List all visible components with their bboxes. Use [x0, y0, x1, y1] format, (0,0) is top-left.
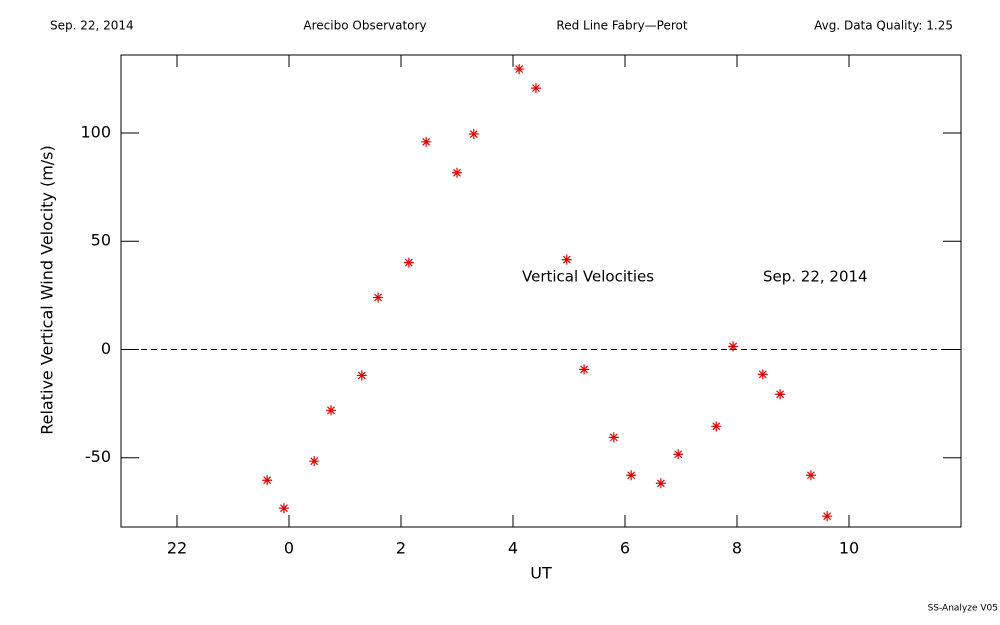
y-tick-label: 50 [91, 231, 111, 250]
point [468, 129, 479, 140]
point [822, 511, 833, 522]
point [673, 449, 684, 460]
x-tick-label: 4 [508, 539, 518, 558]
header-instrument: Red Line Fabry—Perot [556, 19, 687, 33]
point [278, 503, 289, 514]
plot-frame [120, 54, 962, 528]
point [711, 421, 722, 432]
x-tick-label: 6 [620, 539, 630, 558]
y-tick-label: 0 [101, 339, 111, 358]
point [452, 167, 462, 178]
header-date: Sep. 22, 2014 [50, 19, 134, 33]
point [309, 456, 320, 467]
point [262, 475, 273, 486]
y-tick-label: 100 [80, 122, 111, 141]
x-tick-label: 10 [839, 539, 859, 558]
header-quality: Avg. Data Quality: 1.25 [814, 19, 953, 33]
point [757, 369, 768, 380]
point [326, 405, 336, 416]
point [608, 432, 619, 443]
x-tick-label: 8 [732, 539, 742, 558]
x-tick-label: 2 [396, 539, 406, 558]
annotation: Vertical Velocities [522, 268, 654, 286]
point [655, 478, 666, 489]
x-tick-label: 22 [167, 539, 187, 558]
y-axis-label: Relative Vertical Wind Velocity (m/s) [38, 145, 57, 435]
y-tick-label: -50 [85, 447, 111, 466]
point [403, 257, 414, 268]
point [514, 64, 525, 75]
point [579, 364, 590, 375]
point [373, 292, 384, 303]
point [561, 254, 572, 265]
point [356, 370, 367, 381]
point [530, 83, 541, 94]
header-site: Arecibo Observatory [303, 19, 426, 33]
annotation: Sep. 22, 2014 [763, 268, 868, 286]
point [728, 341, 739, 352]
x-axis-label: UT [530, 564, 552, 583]
x-tick-label: 0 [284, 539, 294, 558]
point [775, 389, 786, 400]
footer: SS-Analyze V05 [928, 604, 998, 614]
point [805, 470, 816, 481]
point [626, 470, 637, 481]
point [421, 136, 432, 147]
